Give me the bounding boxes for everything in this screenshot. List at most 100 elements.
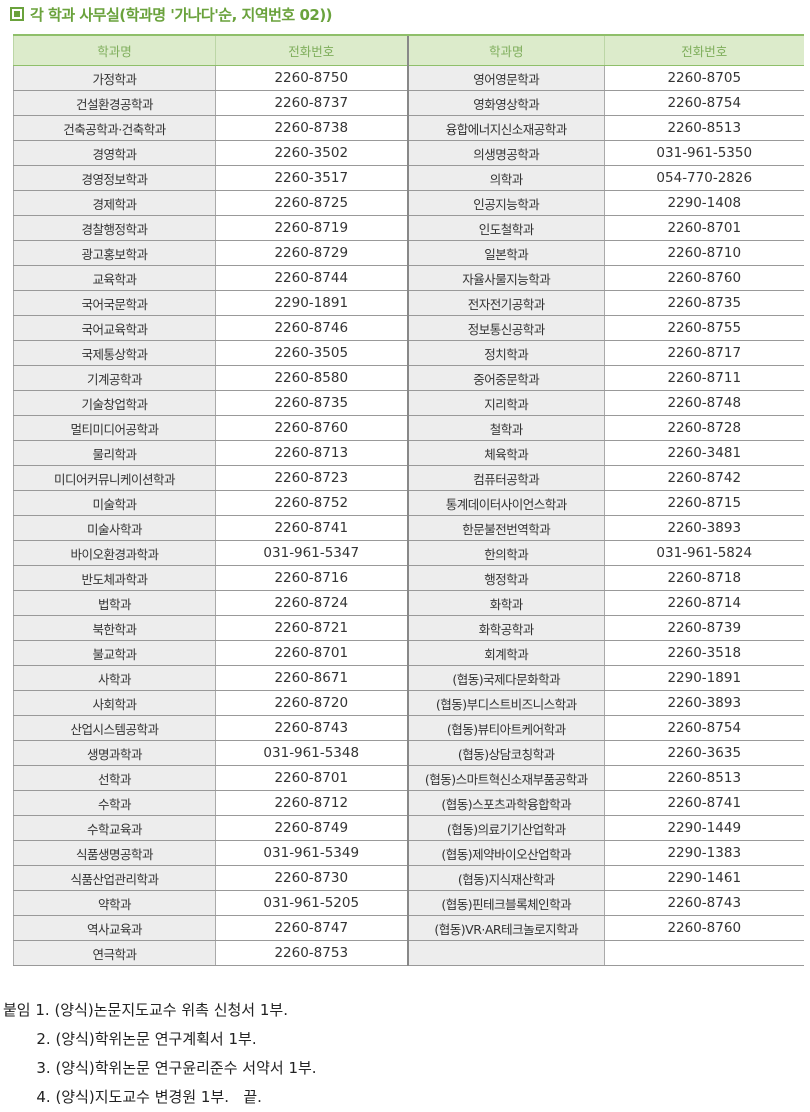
dept-name-cell: 교육학과	[13, 265, 216, 291]
dept-name-cell: 법학과	[13, 590, 216, 616]
dept-name-cell: 미술학과	[13, 490, 216, 516]
phone-cell: 2260-8737	[215, 90, 408, 116]
phone-cell: 2260-8760	[604, 915, 804, 941]
dept-name-cell: 가정학과	[13, 65, 216, 91]
phone-cell: 2260-8513	[604, 115, 804, 141]
dept-name-cell: (협동)지식재산학과	[406, 865, 605, 891]
dept-name-cell: 전자전기공학과	[406, 290, 605, 316]
phone-cell: 2260-8754	[604, 90, 804, 116]
phone-cell: 2260-8724	[215, 590, 408, 616]
table-row: 경제학과 2260-8725 인공지능학과 2290-1408	[13, 190, 804, 216]
phone-cell: 2260-8701	[215, 765, 408, 791]
phone-cell: 2260-8729	[215, 240, 408, 266]
dept-name-cell: 광고홍보학과	[13, 240, 216, 266]
dept-name-cell: 식품생명공학과	[13, 840, 216, 866]
phone-cell: 2260-3517	[215, 165, 408, 191]
phone-cell: 2260-8754	[604, 715, 804, 741]
phone-cell: 2260-3518	[604, 640, 804, 666]
phone-cell: 2260-3481	[604, 440, 804, 466]
dept-name-cell: (협동)스포츠과학융합학과	[406, 790, 605, 816]
table-row: 식품산업관리학과 2260-8730 (협동)지식재산학과 2290-1461	[13, 865, 804, 891]
dept-name-cell: 철학과	[406, 415, 605, 441]
table-row: 연극학과 2260-8753	[13, 940, 804, 966]
attachment-item: 붙임 1. (양식)논문지도교수 위촉 신청서 1부.	[3, 1001, 288, 1019]
table-row: 교육학과 2260-8744 자율사물지능학과 2260-8760	[13, 265, 804, 291]
dept-name-cell: 산업시스템공학과	[13, 715, 216, 741]
dept-name-cell: (협동)VR·AR테크놀로지학과	[406, 915, 605, 941]
attachments-list: 붙임 1. (양식)논문지도교수 위촉 신청서 1부. 2. (양식)학위논문 …	[3, 996, 317, 1112]
phone-cell: 2290-1408	[604, 190, 804, 216]
dept-name-cell: 지리학과	[406, 390, 605, 416]
phone-cell: 2260-8720	[215, 690, 408, 716]
table-row: 기계공학과 2260-8580 중어중문학과 2260-8711	[13, 365, 804, 391]
table-row: 선학과 2260-8701 (협동)스마트혁신소재부품공학과 2260-8513	[13, 765, 804, 791]
table-row: 바이오환경과학과 031-961-5347 한의학과 031-961-5824	[13, 540, 804, 566]
phone-cell: 2260-8713	[215, 440, 408, 466]
table-row: 물리학과 2260-8713 체육학과 2260-3481	[13, 440, 804, 466]
dept-name-cell: 약학과	[13, 890, 216, 916]
dept-name-cell: 경영정보학과	[13, 165, 216, 191]
dept-name-cell: 생명과학과	[13, 740, 216, 766]
dept-name-cell: (협동)부디스트비즈니스학과	[406, 690, 605, 716]
phone-cell: 2260-8743	[215, 715, 408, 741]
phone-cell: 2260-8739	[604, 615, 804, 641]
phone-cell: 2260-8747	[215, 915, 408, 941]
table-row: 건설환경공학과 2260-8737 영화영상학과 2260-8754	[13, 90, 804, 116]
table-row: 생명과학과 031-961-5348 (협동)상담코칭학과 2260-3635	[13, 740, 804, 766]
phone-cell: 2260-8725	[215, 190, 408, 216]
dept-name-cell: 행정학과	[406, 565, 605, 591]
table-row: 국어교육학과 2260-8746 정보통신공학과 2260-8755	[13, 315, 804, 341]
dept-name-cell: 화학과	[406, 590, 605, 616]
dept-name-cell: 통계데이터사이언스학과	[406, 490, 605, 516]
table-row: 반도체과학과 2260-8716 행정학과 2260-8718	[13, 565, 804, 591]
table-row: 국어국문학과 2290-1891 전자전기공학과 2260-8735	[13, 290, 804, 316]
table-row: 사학과 2260-8671 (협동)국제다문화학과 2290-1891	[13, 665, 804, 691]
dept-name-cell: 체육학과	[406, 440, 605, 466]
dept-name-cell: 건설환경공학과	[13, 90, 216, 116]
phone-cell: 2260-8714	[604, 590, 804, 616]
table-row: 수학과 2260-8712 (협동)스포츠과학융합학과 2260-8741	[13, 790, 804, 816]
dept-name-cell: 컴퓨터공학과	[406, 465, 605, 491]
table-row: 경영정보학과 2260-3517 의학과 054-770-2826	[13, 165, 804, 191]
table-row: 수학교육과 2260-8749 (협동)의료기기산업학과 2290-1449	[13, 815, 804, 841]
phone-cell: 2260-8755	[604, 315, 804, 341]
table-header-row: 학과명 전화번호 학과명 전화번호	[13, 34, 804, 66]
dept-name-cell: 경제학과	[13, 190, 216, 216]
phone-cell: 2260-3893	[604, 690, 804, 716]
header-dept-name: 학과명	[13, 34, 216, 66]
phone-cell: 2260-8716	[215, 565, 408, 591]
phone-cell: 2260-3502	[215, 140, 408, 166]
table-row: 가정학과 2260-8750 영어영문학과 2260-8705	[13, 65, 804, 91]
phone-cell: 2260-8580	[215, 365, 408, 391]
square-bullet-icon	[10, 7, 24, 21]
phone-cell: 2260-8752	[215, 490, 408, 516]
phone-cell: 2260-8746	[215, 315, 408, 341]
table-row: 미술사학과 2260-8741 한문불전번역학과 2260-3893	[13, 515, 804, 541]
attachment-item: 3. (양식)학위논문 연구윤리준수 서약서 1부.	[3, 1059, 317, 1077]
table-row: 약학과 031-961-5205 (협동)핀테크블록체인학과 2260-8743	[13, 890, 804, 916]
phone-cell: 2260-8749	[215, 815, 408, 841]
dept-name-cell: 국어국문학과	[13, 290, 216, 316]
attachment-item: 4. (양식)지도교수 변경원 1부. 끝.	[3, 1088, 262, 1106]
phone-cell: 2260-8701	[604, 215, 804, 241]
phone-cell: 031-961-5350	[604, 140, 804, 166]
table-row: 산업시스템공학과 2260-8743 (협동)뷰티아트케어학과 2260-8754	[13, 715, 804, 741]
table-row: 불교학과 2260-8701 회계학과 2260-3518	[13, 640, 804, 666]
phone-cell: 2260-8743	[604, 890, 804, 916]
header-dept-name: 학과명	[406, 34, 605, 66]
phone-cell: 2260-8711	[604, 365, 804, 391]
dept-name-cell: 수학과	[13, 790, 216, 816]
dept-name-cell: 자율사물지능학과	[406, 265, 605, 291]
phone-cell: 2260-8744	[215, 265, 408, 291]
table-row: 역사교육과 2260-8747 (협동)VR·AR테크놀로지학과 2260-8760	[13, 915, 804, 941]
phone-cell: 2260-8750	[215, 65, 408, 91]
dept-name-cell: 의생명공학과	[406, 140, 605, 166]
phone-cell: 2290-1449	[604, 815, 804, 841]
phone-cell: 2260-8705	[604, 65, 804, 91]
dept-name-cell: 바이오환경과학과	[13, 540, 216, 566]
dept-name-cell: 한문불전번역학과	[406, 515, 605, 541]
phone-cell: 2260-8717	[604, 340, 804, 366]
dept-name-cell: (협동)스마트혁신소재부품공학과	[406, 765, 605, 791]
header-phone: 전화번호	[215, 34, 408, 66]
phone-cell: 2260-8718	[604, 565, 804, 591]
